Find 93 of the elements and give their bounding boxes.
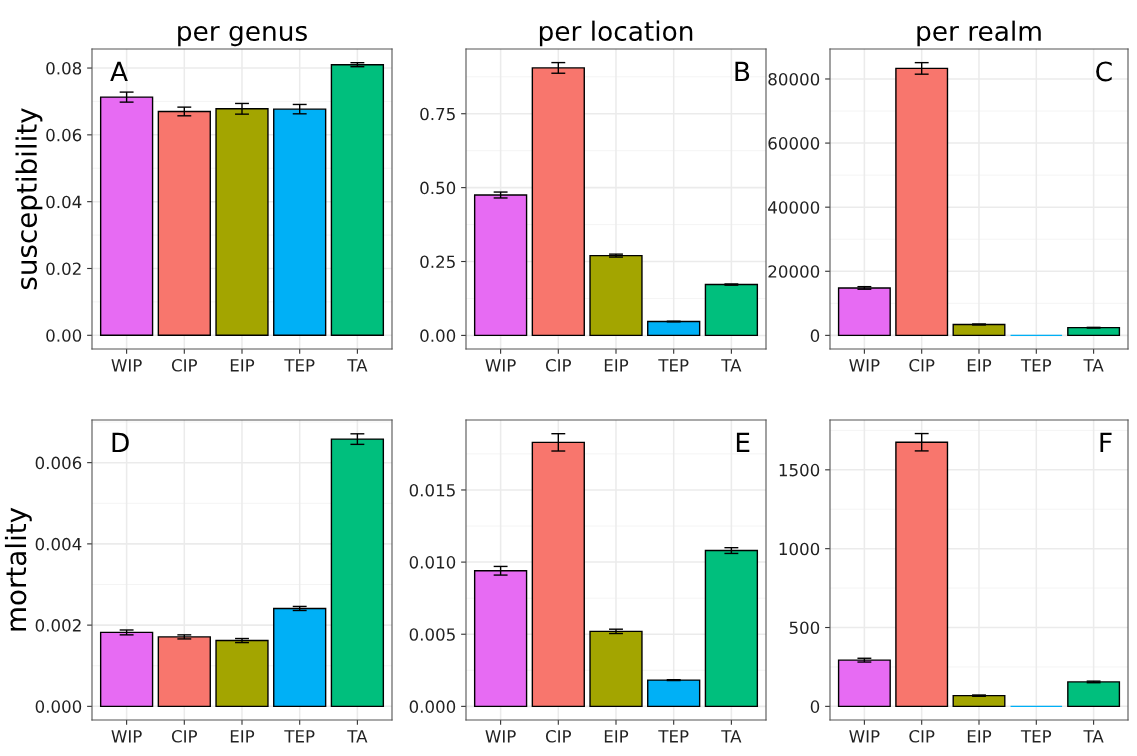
y-axis-title: susceptibility xyxy=(15,108,43,290)
annotation: A xyxy=(110,61,128,82)
bar xyxy=(99,96,154,336)
x-tick-label: WIP xyxy=(111,730,142,743)
bar xyxy=(273,607,327,708)
x-tick-label: EIP xyxy=(967,730,992,743)
x-tick-label: WIP xyxy=(485,359,516,372)
bar xyxy=(273,108,327,336)
y-tick-label: 20000 xyxy=(768,265,820,278)
y-tick-label: 0.004 xyxy=(35,537,82,551)
bar xyxy=(647,320,701,337)
bar xyxy=(704,549,759,708)
bar xyxy=(330,438,385,708)
x-tick-label: CIP xyxy=(545,359,572,372)
x-tick-label: EIP xyxy=(604,730,629,743)
x-tick-label: WIP xyxy=(849,359,880,372)
annotation: B xyxy=(735,61,750,82)
x-tick-label: TEP xyxy=(658,730,689,743)
annotation: F xyxy=(1100,432,1112,453)
y-tick-label: 0.002 xyxy=(35,619,81,632)
y-tick-label: 1500 xyxy=(779,463,820,477)
x-tick-label: CIP xyxy=(545,730,572,743)
y-tick-label: 0.02 xyxy=(46,262,81,276)
y-tick-label: 0.00 xyxy=(420,329,456,342)
bar xyxy=(895,67,949,337)
x-tick-label: TEP xyxy=(284,730,315,743)
y-tick-label: 0.000 xyxy=(409,700,456,713)
y-tick-label: 0.000 xyxy=(35,700,82,713)
x-tick-label: TEP xyxy=(658,359,689,372)
bar xyxy=(704,283,759,337)
bar xyxy=(157,636,211,708)
bar xyxy=(215,108,269,336)
bar xyxy=(952,694,1006,708)
y-tick-label: 0.06 xyxy=(46,128,82,142)
bar xyxy=(473,194,528,337)
chart-title: per realm xyxy=(917,20,1041,47)
bar xyxy=(952,323,1006,337)
x-tick-label: WIP xyxy=(485,730,516,743)
y-tick-label: 0.75 xyxy=(420,107,455,121)
bar xyxy=(837,659,891,708)
y-tick-label: 0.50 xyxy=(420,181,456,195)
bar xyxy=(531,67,585,337)
bar xyxy=(589,254,643,337)
x-tick-label: EIP xyxy=(967,359,992,372)
y-tick-label: 0.00 xyxy=(46,329,82,342)
y-tick-label: 0 xyxy=(810,700,820,713)
y-tick-label: 0.25 xyxy=(420,255,455,269)
bar xyxy=(1067,681,1121,708)
chart-title: per location xyxy=(539,20,693,47)
chart-title: per genus xyxy=(178,25,307,47)
annotation: C xyxy=(1096,61,1112,82)
y-tick-label: 0.015 xyxy=(409,483,455,497)
x-tick-label: CIP xyxy=(909,730,935,743)
bar xyxy=(215,639,269,708)
bar xyxy=(330,64,385,336)
y-tick-label: 0.04 xyxy=(46,195,82,209)
bar xyxy=(99,631,154,708)
x-tick-label: TA xyxy=(721,730,742,743)
y-tick-label: 500 xyxy=(789,621,820,635)
x-tick-label: TEP xyxy=(284,359,315,372)
bar xyxy=(837,287,891,337)
y-tick-label: 1000 xyxy=(779,542,820,556)
annotation: E xyxy=(736,432,750,453)
y-tick-label: 0.08 xyxy=(46,62,82,75)
x-tick-label: EIP xyxy=(604,359,629,372)
x-tick-label: WIP xyxy=(111,359,142,372)
x-tick-label: TA xyxy=(1083,730,1104,743)
bar xyxy=(647,679,701,708)
y-tick-label: 0 xyxy=(810,329,820,342)
y-tick-label: 0.006 xyxy=(35,456,82,470)
x-tick-label: TA xyxy=(347,359,368,372)
x-tick-label: TA xyxy=(1083,359,1104,372)
y-axis-title: mortality xyxy=(4,507,32,631)
y-tick-label: 60000 xyxy=(768,137,820,150)
bar xyxy=(589,630,643,708)
x-tick-label: TA xyxy=(347,730,368,743)
x-tick-label: EIP xyxy=(230,730,255,743)
x-tick-label: TEP xyxy=(1020,359,1052,372)
x-tick-label: WIP xyxy=(849,730,880,743)
y-tick-label: 0.005 xyxy=(409,628,455,641)
bar xyxy=(473,570,528,708)
y-tick-label: 80000 xyxy=(768,72,820,86)
x-tick-label: CIP xyxy=(171,359,198,372)
x-tick-label: CIP xyxy=(909,359,935,372)
bar xyxy=(157,110,211,336)
x-tick-label: TEP xyxy=(1020,730,1052,743)
x-tick-label: EIP xyxy=(230,359,255,372)
y-tick-label: 0.010 xyxy=(409,556,456,569)
y-tick-label: 40000 xyxy=(768,201,820,214)
x-tick-label: CIP xyxy=(171,730,198,743)
bar xyxy=(1067,326,1121,337)
annotation: D xyxy=(112,432,129,453)
x-tick-label: TA xyxy=(721,359,742,372)
